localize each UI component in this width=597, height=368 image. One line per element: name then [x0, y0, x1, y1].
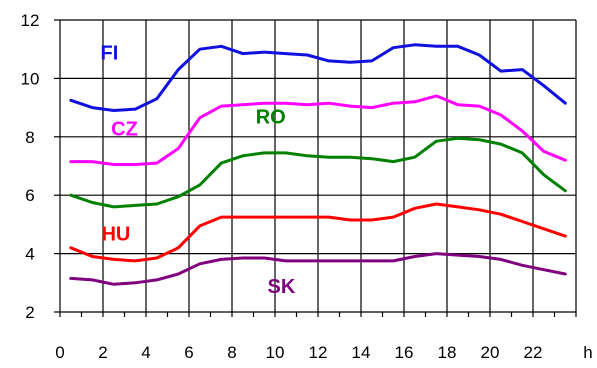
y-tick-label: 8 [25, 128, 34, 147]
series-label-fi: FI [101, 42, 119, 64]
x-tick-label: 6 [184, 343, 193, 362]
x-tick-label: 0 [55, 343, 64, 362]
x-tick-label: 12 [309, 343, 328, 362]
x-tick-label: 18 [438, 343, 457, 362]
x-tick-label: 16 [395, 343, 414, 362]
series-labels: FI CZ RO HU SK [101, 42, 296, 298]
series-label-cz: CZ [111, 118, 138, 140]
grid [54, 19, 577, 317]
series-line-hu [69, 202, 567, 263]
series-label-sk: SK [268, 276, 296, 298]
series-line-cz [69, 94, 567, 166]
x-tick-label: 8 [227, 343, 236, 362]
y-tick-labels: 2 4 6 8 10 12 [21, 11, 40, 322]
series-label-hu: HU [101, 223, 130, 245]
y-tick-label: 6 [25, 186, 34, 205]
y-tick-label: 2 [25, 303, 34, 322]
series-label-ro: RO [256, 107, 286, 129]
x-unit-label: h [583, 343, 592, 362]
x-tick-label: 2 [98, 343, 107, 362]
series-line-ro [69, 136, 567, 209]
x-tick-label: 4 [141, 343, 150, 362]
y-tick-label: 10 [21, 69, 40, 88]
series-line-fi [69, 43, 567, 112]
x-tick-labels: 0 2 4 6 8 10 12 14 16 18 20 22 [55, 343, 542, 362]
y-tick-label: 12 [21, 11, 40, 30]
x-tick-label: 22 [524, 343, 543, 362]
x-tick-label: 14 [352, 343, 371, 362]
x-tick-label: 20 [481, 343, 500, 362]
x-tick-label: 10 [266, 343, 285, 362]
series-lines [69, 43, 567, 286]
series-line-sk [69, 252, 567, 286]
y-tick-label: 4 [25, 245, 34, 264]
